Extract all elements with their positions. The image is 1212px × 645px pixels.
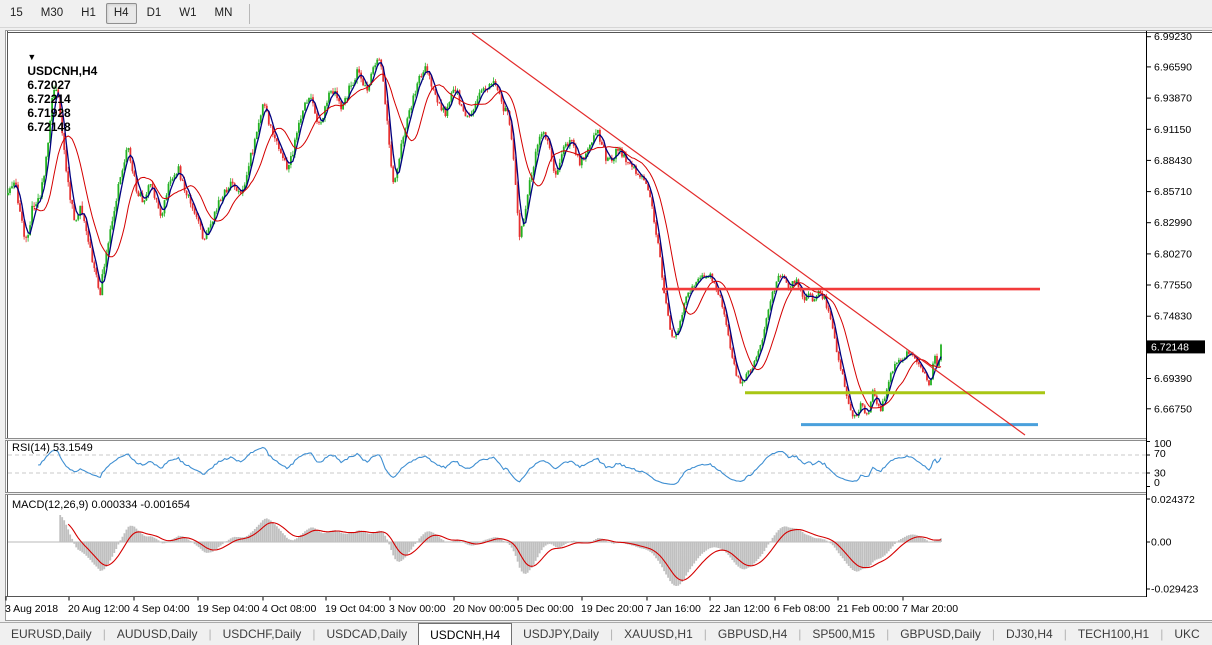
- pane-separator: [5, 438, 1212, 441]
- chart-tab-usdjpy-daily[interactable]: USDJPY,Daily: [523, 627, 599, 641]
- time-tick-label[interactable]: 20 Aug 12:00: [68, 603, 130, 615]
- timeframe-mn-button[interactable]: MN: [214, 7, 233, 19]
- descending-trendline[interactable]: [471, 32, 1026, 436]
- time-tick-label[interactable]: 19 Oct 04:00: [325, 603, 385, 615]
- macd-scale-label: 0.00: [1151, 537, 1172, 549]
- price-tick-label: 6.96590: [1154, 61, 1192, 73]
- current-price-tag: [1147, 340, 1205, 354]
- pane-separator: [5, 492, 1212, 495]
- price-tick-label: 6.74830: [1154, 311, 1192, 323]
- macd-scale-label: 0.024372: [1151, 494, 1195, 506]
- timeframe-h1-button[interactable]: H1: [81, 7, 96, 19]
- time-tick-label[interactable]: 19 Dec 20:00: [581, 603, 644, 615]
- price-tick-label: 6.99230: [1154, 31, 1192, 43]
- time-tick-label[interactable]: 21 Feb 00:00: [837, 603, 899, 615]
- price-tick-label: 6.77550: [1154, 280, 1192, 292]
- rsi-scale-label: 0: [1154, 477, 1160, 489]
- rsi-indicator-label: RSI(14) 53.1549: [12, 442, 93, 454]
- timeframe-h4-button[interactable]: H4: [105, 3, 137, 24]
- chart-title: ▼ USDCNH,H4 6.72027 6.72214 6.71928 6.72…: [14, 36, 102, 148]
- chart-plot-area[interactable]: [5, 30, 1212, 620]
- ohlc-low: 6.71928: [27, 106, 71, 120]
- price-tick-label: 6.80270: [1154, 248, 1192, 260]
- time-tick-label[interactable]: 22 Jan 12:00: [709, 603, 770, 615]
- ohlc-high: 6.72214: [27, 92, 71, 106]
- timeframe-toolbar: 15 M30 H1 H4 D1 W1 MN: [0, 0, 1212, 28]
- ohlc-close: 6.72148: [27, 120, 71, 134]
- tab-separator: |: [991, 627, 996, 641]
- timeframe-w1-button[interactable]: W1: [179, 7, 197, 19]
- chart-window: 6.99230 6.96590 6.93870 6.91150 6.88430 6.857…: [0, 28, 1212, 622]
- timeframe-15-button[interactable]: 15: [10, 7, 23, 19]
- price-tick-label: 6.88430: [1154, 155, 1192, 167]
- ohlc-open: 6.72027: [27, 78, 71, 92]
- time-tick-label[interactable]: 7 Mar 20:00: [902, 603, 958, 615]
- rsi-scale-label: 70: [1154, 448, 1166, 460]
- chart-tab-audusd-daily[interactable]: AUDUSD,Daily: [116, 627, 198, 641]
- ma-slow-line: [33, 73, 942, 409]
- tab-separator: |: [312, 627, 316, 641]
- macd-indicator-label: MACD(12,26,9) 0.000334 -0.001654: [12, 499, 190, 511]
- toolbar-separator: [249, 3, 251, 24]
- macd-scale-label: -0.029423: [1151, 584, 1198, 596]
- chart-tabs-bar: EURUSD,Daily | AUDUSD,Daily | USDCHF,Daily | U…: [0, 622, 1212, 645]
- rsi-scale-label: 30: [1154, 468, 1166, 480]
- timeframe-d1-button[interactable]: D1: [146, 7, 162, 19]
- price-tick-label: 6.93870: [1154, 93, 1192, 105]
- rsi-scale-label: 100: [1154, 438, 1172, 450]
- time-tick-label[interactable]: 19 Sep 04:00: [197, 603, 260, 615]
- chart-tab-tech100-h1[interactable]: TECH100,H1: [1077, 627, 1150, 641]
- price-tick-label: 6.69390: [1154, 373, 1192, 385]
- chart-tab-sp500-m15[interactable]: SP500,M15: [812, 627, 876, 641]
- tab-separator: |: [1160, 627, 1164, 641]
- time-tick-label[interactable]: 20 Nov 00:00: [453, 603, 516, 615]
- chart-symbol-period: USDCNH,H4: [27, 64, 98, 78]
- price-tick-label: 6.85710: [1154, 186, 1192, 198]
- time-tick-label[interactable]: 3 Nov 00:00: [389, 603, 446, 615]
- time-tick-label[interactable]: 4 Sep 04:00: [133, 603, 190, 615]
- chart-tab-gbpusd-h4[interactable]: GBPUSD,H4: [717, 627, 788, 641]
- chart-tab-usdcnh-h4[interactable]: USDCNH,H4: [418, 623, 513, 645]
- macd-signal-line: [67, 522, 942, 581]
- chart-tab-dj30-h4[interactable]: DJ30,H4: [1006, 627, 1053, 641]
- time-tick-label[interactable]: 4 Oct 08:00: [262, 603, 316, 615]
- chart-tab-eurusd-daily[interactable]: EURUSD,Daily: [11, 627, 92, 641]
- time-tick-label[interactable]: 7 Jan 16:00: [646, 603, 701, 615]
- tab-separator: |: [102, 627, 106, 641]
- price-axis-area[interactable]: [1147, 33, 1212, 597]
- timeframe-m30-button[interactable]: M30: [40, 7, 64, 19]
- price-tick-label: 6.91150: [1154, 124, 1191, 136]
- tab-separator: |: [798, 627, 802, 641]
- rsi-line: [38, 446, 942, 485]
- time-tick-label[interactable]: 5 Dec 00:00: [517, 603, 574, 615]
- tab-separator: |: [609, 627, 614, 641]
- tab-separator: |: [703, 627, 707, 641]
- chart-tab-usdcad-daily[interactable]: USDCAD,Daily: [326, 627, 408, 641]
- tab-separator: |: [1063, 627, 1067, 641]
- chart-tab-gbpusd-daily[interactable]: GBPUSD,Daily: [900, 627, 981, 641]
- tab-separator: |: [886, 627, 890, 641]
- time-tick-label[interactable]: 6 Feb 08:00: [774, 603, 830, 615]
- chart-tab-usdchf-daily[interactable]: USDCHF,Daily: [222, 627, 302, 641]
- price-tick-label: 6.66750: [1154, 403, 1192, 415]
- time-tick-label[interactable]: 3 Aug 2018: [5, 603, 58, 615]
- current-price-label: 6.72148: [1151, 342, 1189, 354]
- chart-tab-ukc[interactable]: UKC: [1174, 627, 1200, 641]
- bearish-candle-bodies: [15, 59, 938, 417]
- price-tick-label: 6.82990: [1154, 217, 1192, 229]
- chevron-down-icon[interactable]: ▼: [27, 52, 37, 62]
- chart-tab-xauusd-h1[interactable]: XAUUSD,H1: [624, 627, 693, 641]
- tab-separator: |: [208, 627, 212, 641]
